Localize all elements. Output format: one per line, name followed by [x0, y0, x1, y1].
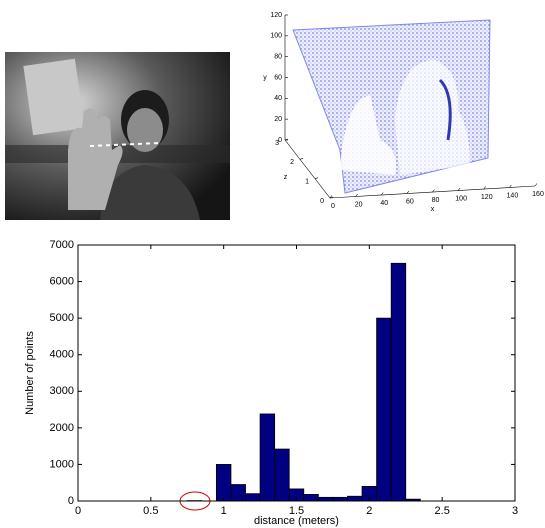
bar [275, 449, 290, 501]
z-tick [300, 158, 303, 159]
x-tick-label: 60 [406, 198, 414, 205]
y-axis-label: y [263, 74, 267, 81]
z-tick [315, 178, 318, 179]
axes-box [78, 245, 515, 501]
bar [246, 494, 261, 501]
x-tick-label: 140 [507, 192, 519, 199]
z-tick-label: 3 [275, 140, 279, 147]
y-tick-label: 100 [270, 33, 282, 40]
bar [216, 464, 231, 501]
bar [231, 485, 246, 501]
photo [5, 52, 230, 220]
y-tick-label: 40 [274, 95, 282, 102]
y-tick-label: 0 [68, 495, 74, 507]
z-axis-label: z [284, 174, 288, 181]
x-tick-label: 120 [481, 194, 493, 201]
x-tick-label: 160 [532, 191, 544, 198]
x-tick-label: 0 [331, 203, 335, 210]
x-tick-label: 2.5 [435, 505, 450, 517]
y-tick-label: 80 [274, 54, 282, 61]
bar [347, 496, 362, 501]
x-tick-label: 0.5 [143, 505, 158, 517]
bar [391, 263, 406, 501]
bar [377, 318, 392, 501]
bar [318, 497, 333, 501]
x-tick-label: 100 [455, 195, 467, 202]
x-tick-label: 0 [75, 505, 81, 517]
z-tick-label: 2 [290, 159, 294, 166]
y-tick-label: 20 [274, 116, 282, 123]
y-tick-label: 3000 [50, 385, 74, 397]
y-tick-label: 1000 [50, 458, 74, 470]
y-tick-label: 120 [270, 12, 282, 19]
x-tick-label: 40 [380, 200, 388, 207]
y-tick-label: 2000 [50, 422, 74, 434]
x-tick-label: 80 [432, 197, 440, 204]
y-tick-label: 5000 [50, 312, 74, 324]
x-tick [535, 184, 537, 187]
y-tick-label: 4000 [50, 349, 74, 361]
x-tick-label: 3 [512, 505, 518, 517]
z-tick-label: 1 [305, 179, 309, 186]
x-axis-label: x [431, 206, 435, 213]
y-tick-label: 6000 [50, 275, 74, 287]
y-axis-label: Number of points [24, 331, 36, 415]
x-axis-label: distance (meters) [254, 515, 339, 527]
y-tick-label: 7000 [50, 239, 74, 251]
x-tick-label: 1 [221, 505, 227, 517]
x-tick-label: 2 [366, 505, 372, 517]
axis-line [285, 140, 330, 198]
bar [260, 414, 275, 501]
figure: 0204060801001201401600204060801001200123… [0, 0, 545, 528]
bar [304, 494, 319, 501]
z-tick-label: 0 [320, 198, 324, 205]
bar [333, 497, 348, 501]
y-tick-label: 60 [274, 74, 282, 81]
x-tick-label: 20 [355, 201, 363, 208]
